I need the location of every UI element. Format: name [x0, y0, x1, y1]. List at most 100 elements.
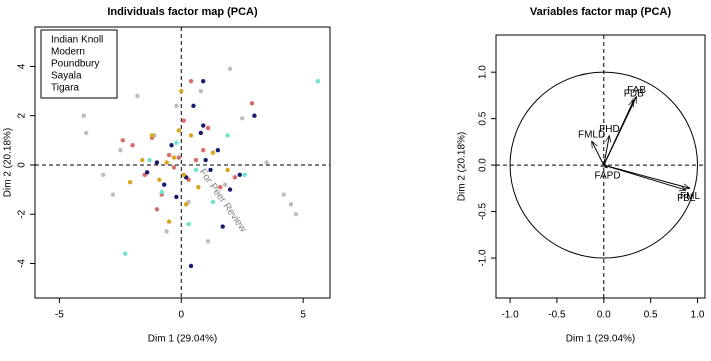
- point: [201, 147, 206, 153]
- point: [198, 130, 203, 136]
- point: [188, 133, 194, 138]
- x-tick-label: 1.0: [691, 310, 705, 321]
- point: [227, 66, 233, 72]
- point: [171, 155, 177, 160]
- variable-label: FHD: [599, 124, 620, 135]
- y-axis-label: Dim 2 (20.18%): [3, 128, 14, 197]
- legend-label: Sayala: [51, 71, 82, 82]
- point: [181, 172, 186, 178]
- point: [188, 79, 194, 84]
- variable-arrow: [591, 141, 605, 166]
- point: [174, 194, 179, 200]
- y-tick-label: -4: [17, 259, 28, 268]
- y-tick-label: -1.0: [478, 249, 489, 267]
- point: [164, 160, 169, 165]
- point: [162, 182, 167, 187]
- point: [205, 125, 211, 131]
- point: [193, 167, 199, 173]
- point: [315, 79, 321, 84]
- point: [288, 202, 294, 207]
- point: [181, 118, 186, 123]
- point: [176, 128, 182, 133]
- point: [222, 182, 228, 187]
- variable-label: FAPD: [594, 171, 620, 182]
- point: [166, 152, 172, 158]
- chart-title: Variables factor map (PCA): [530, 6, 672, 18]
- point: [225, 133, 230, 138]
- point: [135, 93, 140, 99]
- variable-arrow: [603, 164, 686, 190]
- point: [196, 184, 201, 190]
- point: [191, 103, 196, 109]
- x-tick-label: 0: [178, 310, 184, 321]
- point: [210, 199, 216, 205]
- x-tick-label: -5: [55, 310, 64, 321]
- point: [249, 101, 255, 106]
- point: [232, 175, 238, 180]
- point: [242, 172, 247, 178]
- legend-label: Modern: [51, 47, 85, 58]
- y-tick-label: 0.5: [478, 111, 489, 125]
- point: [201, 123, 206, 128]
- point: [120, 138, 125, 143]
- y-tick-label: 4: [17, 63, 28, 69]
- point: [293, 212, 299, 217]
- point: [218, 184, 223, 190]
- legend-label: Indian Knoll: [51, 35, 103, 46]
- plot-frame: [495, 34, 706, 299]
- point: [140, 157, 145, 163]
- y-tick-label: 0: [17, 162, 28, 168]
- variable-label: FBL: [677, 193, 696, 204]
- x-tick-label: 0.0: [597, 310, 611, 321]
- point: [130, 143, 135, 148]
- plot-frame: [34, 26, 331, 299]
- y-tick-label: 2: [17, 112, 28, 118]
- x-tick-label: 5: [300, 310, 306, 321]
- point: [203, 157, 208, 163]
- point: [186, 221, 191, 227]
- variable-arrow: [603, 100, 635, 166]
- point: [83, 130, 89, 136]
- point: [101, 172, 106, 178]
- points: For Peer Review: [81, 66, 359, 269]
- legend-label: Tigara: [51, 83, 79, 94]
- x-tick-label: -0.5: [548, 310, 566, 321]
- variable-label: FML: [680, 191, 700, 202]
- y-axis-label: Dim 2 (20.18%): [457, 132, 468, 201]
- chart-title: Individuals factor map (PCA): [107, 6, 258, 18]
- variable-arrow: [603, 135, 610, 166]
- point: [123, 251, 128, 256]
- variable-label: FAB: [627, 85, 646, 96]
- variable-label: FMLD: [578, 130, 605, 141]
- point: [220, 224, 225, 229]
- y-tick-label: 1.0: [478, 65, 489, 79]
- point: [81, 113, 86, 118]
- point: [188, 263, 194, 269]
- point: [144, 170, 150, 175]
- point: [201, 79, 206, 84]
- point: [176, 155, 182, 160]
- y-tick-label: -2: [17, 209, 28, 218]
- unit-circle: [509, 71, 699, 259]
- point: [198, 88, 203, 94]
- point: [264, 160, 269, 165]
- point: [147, 157, 152, 163]
- point: [227, 187, 233, 192]
- point: [179, 88, 184, 94]
- point: [208, 167, 213, 173]
- point: [174, 103, 179, 109]
- point: [118, 147, 123, 153]
- point: [240, 115, 245, 121]
- point: [127, 180, 133, 185]
- point: [355, 148, 359, 152]
- point: [110, 192, 116, 197]
- point: [174, 140, 179, 145]
- point: [215, 147, 221, 153]
- legend-box: [40, 29, 118, 99]
- x-tick-label: -1.0: [501, 310, 519, 321]
- point: [149, 133, 155, 138]
- x-axis-label: Dim 1 (29.04%): [566, 334, 635, 345]
- variable-label: FDB: [624, 89, 644, 100]
- point: [159, 189, 164, 195]
